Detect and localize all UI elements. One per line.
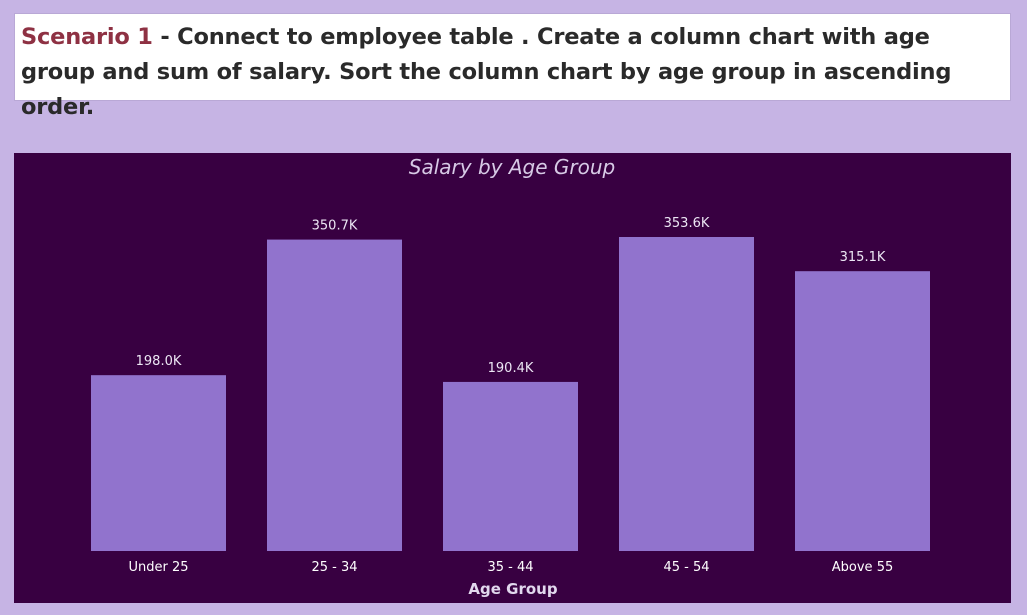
scenario-label: Scenario 1: [21, 24, 153, 50]
x-axis-title: Age Group: [468, 580, 557, 598]
data-label-0: 198.0K: [136, 354, 182, 369]
bar-0[interactable]: [91, 375, 226, 551]
x-tick-label-2: 35 - 44: [487, 560, 533, 575]
x-tick-label-3: 45 - 54: [663, 560, 709, 575]
column-chart-panel[interactable]: Salary by Age Group 198.0K 350.7K 190.4K 35…: [14, 153, 1011, 603]
bar-1[interactable]: [267, 239, 402, 551]
x-tick-label-1: 25 - 34: [311, 560, 357, 575]
scenario-header: Scenario 1 - Connect to employee table .…: [14, 13, 1011, 120]
x-tick-label-4: Above 55: [832, 560, 893, 575]
scenario-task-text: - Connect to employee table . Create a c…: [21, 24, 952, 120]
chart-title: Salary by Age Group: [409, 155, 615, 179]
column-chart: Salary by Age Group 198.0K 350.7K 190.4K 35…: [91, 155, 930, 598]
data-label-1: 350.7K: [312, 219, 358, 234]
x-tick-label-0: Under 25: [128, 560, 188, 575]
data-label-2: 190.4K: [488, 361, 534, 376]
data-label-3: 353.6K: [664, 216, 710, 231]
data-labels-group: 198.0K 350.7K 190.4K 353.6K 315.1K: [136, 216, 886, 376]
bar-3[interactable]: [619, 237, 754, 551]
x-tick-labels-group: Under 25 25 - 34 35 - 44 45 - 54 Above 55: [128, 560, 893, 575]
bar-4[interactable]: [795, 271, 930, 551]
bar-2[interactable]: [443, 381, 578, 551]
data-label-4: 315.1K: [840, 250, 886, 265]
scenario-description: Scenario 1 - Connect to employee table .…: [21, 20, 1002, 125]
bars-group: [91, 237, 930, 551]
